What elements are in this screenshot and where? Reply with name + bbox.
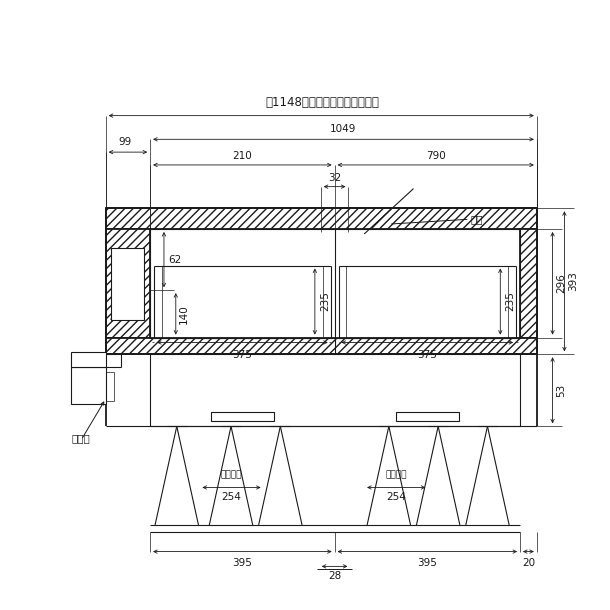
Text: 395: 395 — [232, 558, 253, 567]
Text: 210: 210 — [232, 151, 253, 161]
Text: 鋼網: 鋼網 — [471, 214, 483, 224]
Text: 1049: 1049 — [330, 124, 357, 134]
Text: 375: 375 — [417, 350, 437, 361]
Text: 32: 32 — [328, 173, 341, 182]
Text: （1148天板を除いた本体寸法）: （1148天板を除いた本体寸法） — [266, 96, 379, 109]
Text: 有効間口: 有効間口 — [386, 470, 407, 479]
Text: 有効間口: 有効間口 — [221, 470, 242, 479]
Bar — [106, 229, 150, 337]
Text: 254: 254 — [386, 492, 406, 503]
Bar — [211, 412, 274, 422]
Text: 99: 99 — [118, 137, 132, 147]
Text: 20: 20 — [522, 558, 535, 567]
Bar — [110, 248, 144, 320]
Text: 790: 790 — [426, 151, 445, 161]
Text: 冷却器: 冷却器 — [72, 433, 90, 443]
Bar — [520, 229, 537, 337]
Text: 53: 53 — [556, 384, 567, 397]
Text: 140: 140 — [179, 304, 188, 324]
Text: 254: 254 — [221, 492, 242, 503]
Text: 375: 375 — [232, 350, 253, 361]
Text: 296: 296 — [556, 273, 567, 293]
Text: 393: 393 — [569, 271, 578, 291]
Bar — [106, 337, 537, 354]
Text: 235: 235 — [320, 292, 330, 312]
Bar — [71, 367, 106, 404]
Bar — [106, 209, 537, 229]
Bar — [71, 353, 106, 367]
Text: 395: 395 — [417, 558, 437, 567]
Text: 28: 28 — [328, 572, 341, 581]
Text: 62: 62 — [168, 254, 181, 265]
Bar — [396, 412, 459, 422]
Text: 235: 235 — [505, 292, 515, 312]
